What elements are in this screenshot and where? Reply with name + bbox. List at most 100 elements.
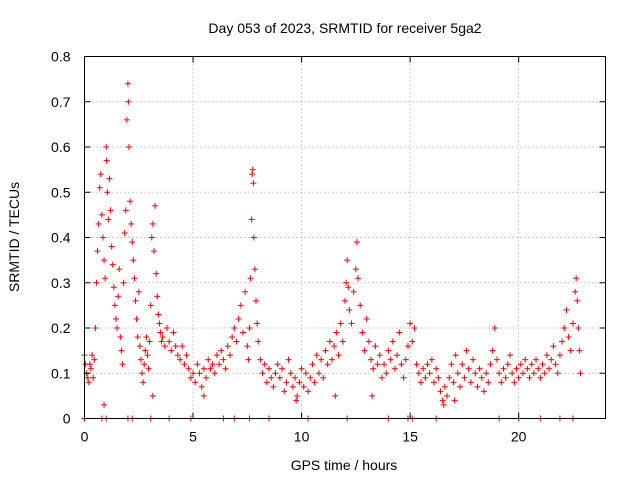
- data-point: [324, 361, 331, 368]
- data-point: [302, 370, 309, 377]
- data-point: [422, 374, 429, 381]
- data-point: [163, 325, 170, 331]
- data-point: [489, 347, 496, 354]
- data-point: [526, 374, 533, 381]
- data-point: [431, 379, 438, 386]
- data-point: [207, 365, 214, 372]
- data-point: [424, 361, 431, 368]
- data-point: [378, 374, 385, 381]
- data-point: [440, 401, 447, 408]
- data-point: [446, 374, 453, 381]
- data-point: [515, 374, 522, 381]
- data-point: [350, 288, 357, 295]
- data-point: [511, 379, 518, 386]
- data-point: [331, 343, 338, 350]
- data-point: [359, 329, 366, 336]
- data-point: [139, 370, 146, 377]
- data-point: [159, 334, 166, 341]
- data-point: [279, 365, 286, 372]
- data-point: [472, 370, 479, 377]
- data-point: [93, 279, 100, 286]
- y-tick-label: 0.4: [51, 230, 71, 246]
- data-point: [133, 315, 140, 322]
- data-point: [474, 383, 481, 390]
- data-point: [259, 370, 266, 377]
- data-point: [537, 374, 544, 381]
- data-point: [387, 356, 394, 363]
- data-point: [513, 365, 520, 372]
- data-point: [548, 356, 555, 363]
- data-point: [374, 361, 381, 368]
- y-tick-label: 0.6: [51, 139, 71, 155]
- data-point: [493, 356, 500, 363]
- data-point: [522, 356, 529, 363]
- data-point: [574, 297, 581, 304]
- data-point: [155, 311, 162, 318]
- data-point: [394, 352, 401, 359]
- data-point: [398, 361, 405, 368]
- data-point: [307, 374, 314, 381]
- data-point: [142, 347, 149, 354]
- data-point: [298, 365, 305, 372]
- data-point: [263, 379, 270, 386]
- data-points: [81, 80, 584, 422]
- data-point: [242, 288, 249, 295]
- data-point: [546, 365, 553, 372]
- data-point: [318, 356, 325, 363]
- data-point: [315, 370, 322, 377]
- data-point: [261, 361, 268, 368]
- data-point: [103, 157, 110, 164]
- data-point: [389, 338, 396, 345]
- data-point: [433, 365, 440, 372]
- data-point: [467, 379, 474, 386]
- data-point: [85, 379, 92, 386]
- y-axis-label: SRMTID / TECUs: [6, 182, 22, 292]
- data-point: [311, 379, 318, 386]
- data-point: [252, 297, 259, 304]
- data-point: [344, 257, 351, 264]
- data-point: [565, 334, 572, 341]
- data-point: [89, 352, 96, 359]
- data-point: [520, 370, 527, 377]
- data-point: [146, 338, 153, 345]
- data-point: [172, 343, 179, 350]
- data-point: [153, 270, 160, 277]
- data-point: [328, 356, 335, 363]
- data-point: [245, 356, 252, 363]
- data-point: [198, 383, 205, 390]
- data-point: [166, 338, 173, 345]
- data-point: [357, 302, 364, 309]
- data-point: [305, 388, 312, 395]
- data-point: [200, 392, 207, 399]
- data-point: [177, 356, 184, 363]
- data-point: [222, 365, 229, 372]
- data-point: [524, 365, 531, 372]
- data-point: [459, 361, 466, 368]
- data-point: [196, 370, 203, 377]
- data-point: [348, 320, 355, 327]
- data-point: [335, 352, 342, 359]
- data-point: [128, 220, 135, 227]
- data-point: [573, 275, 580, 282]
- data-point: [396, 329, 403, 336]
- data-point: [194, 361, 201, 368]
- x-tick-label: 0: [81, 429, 89, 445]
- data-point: [402, 356, 409, 363]
- data-point: [226, 352, 233, 359]
- data-point: [342, 297, 348, 304]
- data-point: [450, 379, 457, 386]
- data-point: [187, 374, 194, 381]
- data-point: [247, 275, 254, 282]
- data-point: [104, 189, 111, 196]
- x-tick-label: 15: [402, 429, 418, 445]
- y-tick-label: 0.5: [51, 184, 71, 200]
- data-point: [220, 356, 227, 363]
- data-point: [91, 356, 98, 363]
- data-point: [224, 343, 231, 350]
- x-tick-label: 20: [511, 429, 527, 445]
- data-point: [372, 343, 379, 350]
- y-tick-label: 0.1: [51, 365, 71, 381]
- data-point: [235, 315, 242, 322]
- data-point: [272, 370, 279, 377]
- data-point: [461, 374, 468, 381]
